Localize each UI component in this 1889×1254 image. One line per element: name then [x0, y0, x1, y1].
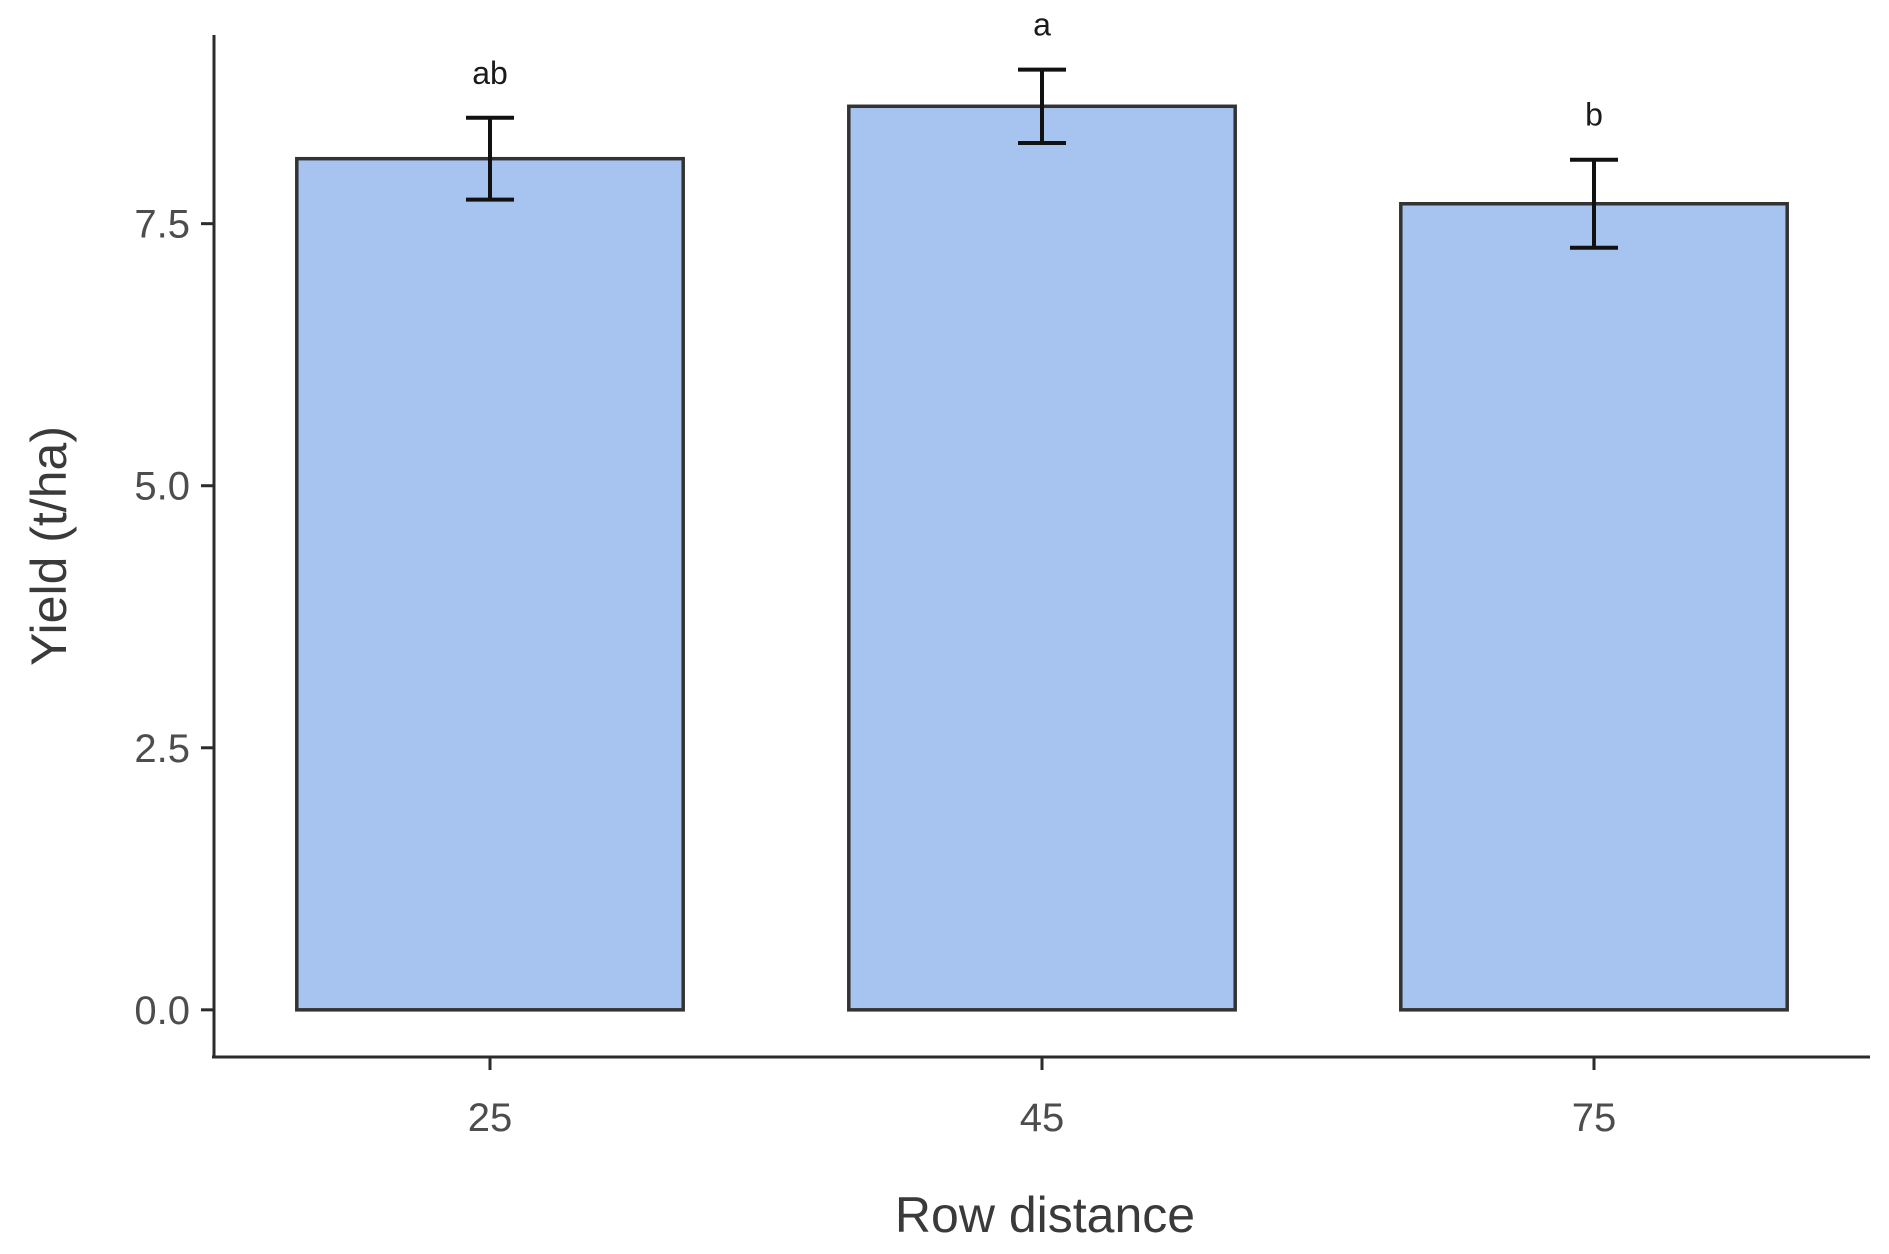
y-axis-title: Yield (t/ha)	[21, 426, 77, 666]
y-tick-label: 7.5	[134, 203, 190, 247]
x-axis-title: Row distance	[895, 1187, 1195, 1243]
error-bar-45	[1018, 67, 1066, 145]
significance-label-25: ab	[472, 55, 508, 91]
significance-label-75: b	[1585, 97, 1603, 133]
bar-45	[847, 104, 1237, 1012]
x-tick-label-75: 75	[1572, 1096, 1617, 1140]
y-tick-label: 5.0	[134, 465, 190, 509]
y-tick-label: 0.0	[134, 989, 190, 1033]
error-bar-75	[1570, 157, 1618, 250]
bar-75	[1399, 202, 1789, 1012]
bars-layer	[295, 104, 1789, 1012]
y-ticks: 0.0 2.5 5.0 7.5	[134, 203, 214, 1033]
y-tick-label: 2.5	[134, 727, 190, 771]
significance-label-45: a	[1033, 7, 1051, 43]
bar-25	[295, 156, 685, 1012]
x-ticks: 25 45 75	[468, 1057, 1617, 1140]
error-bars-layer	[466, 67, 1618, 250]
x-tick-label-45: 45	[1020, 1096, 1065, 1140]
error-bar-25	[466, 115, 514, 202]
x-tick-label-25: 25	[468, 1096, 513, 1140]
